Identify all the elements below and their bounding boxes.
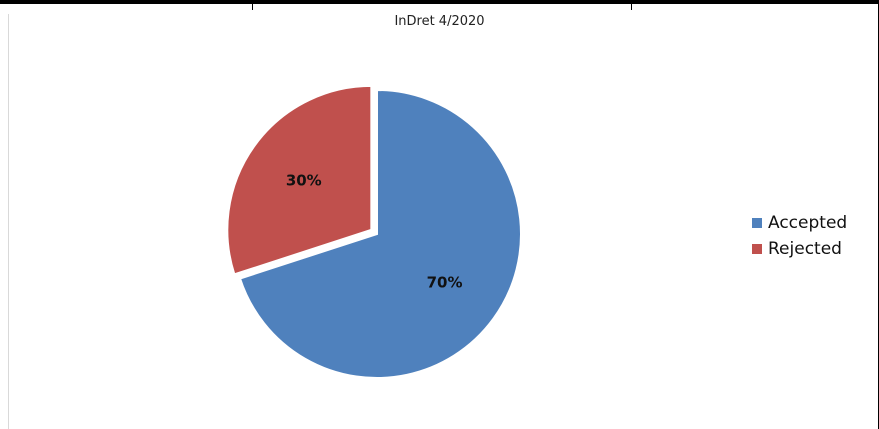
legend-item-accepted: Accepted: [752, 210, 847, 236]
legend-swatch-rejected: [752, 244, 762, 254]
left-border: [8, 14, 9, 429]
table-divider: [252, 4, 253, 10]
legend-label-accepted: Accepted: [768, 213, 848, 233]
data-label-accepted: 70%: [427, 274, 463, 292]
legend-swatch-accepted: [752, 218, 762, 228]
legend-item-rejected: Rejected: [752, 236, 847, 262]
legend-label-rejected: Rejected: [768, 239, 842, 259]
pie-slice-accepted: [238, 88, 522, 379]
table-divider: [631, 4, 632, 10]
data-label-rejected: 30%: [286, 171, 322, 189]
pie-slice-rejected: [226, 84, 373, 276]
chart-title: InDret 4/2020: [394, 14, 485, 29]
top-border: [0, 0, 879, 4]
legend: Accepted Rejected: [752, 210, 847, 262]
